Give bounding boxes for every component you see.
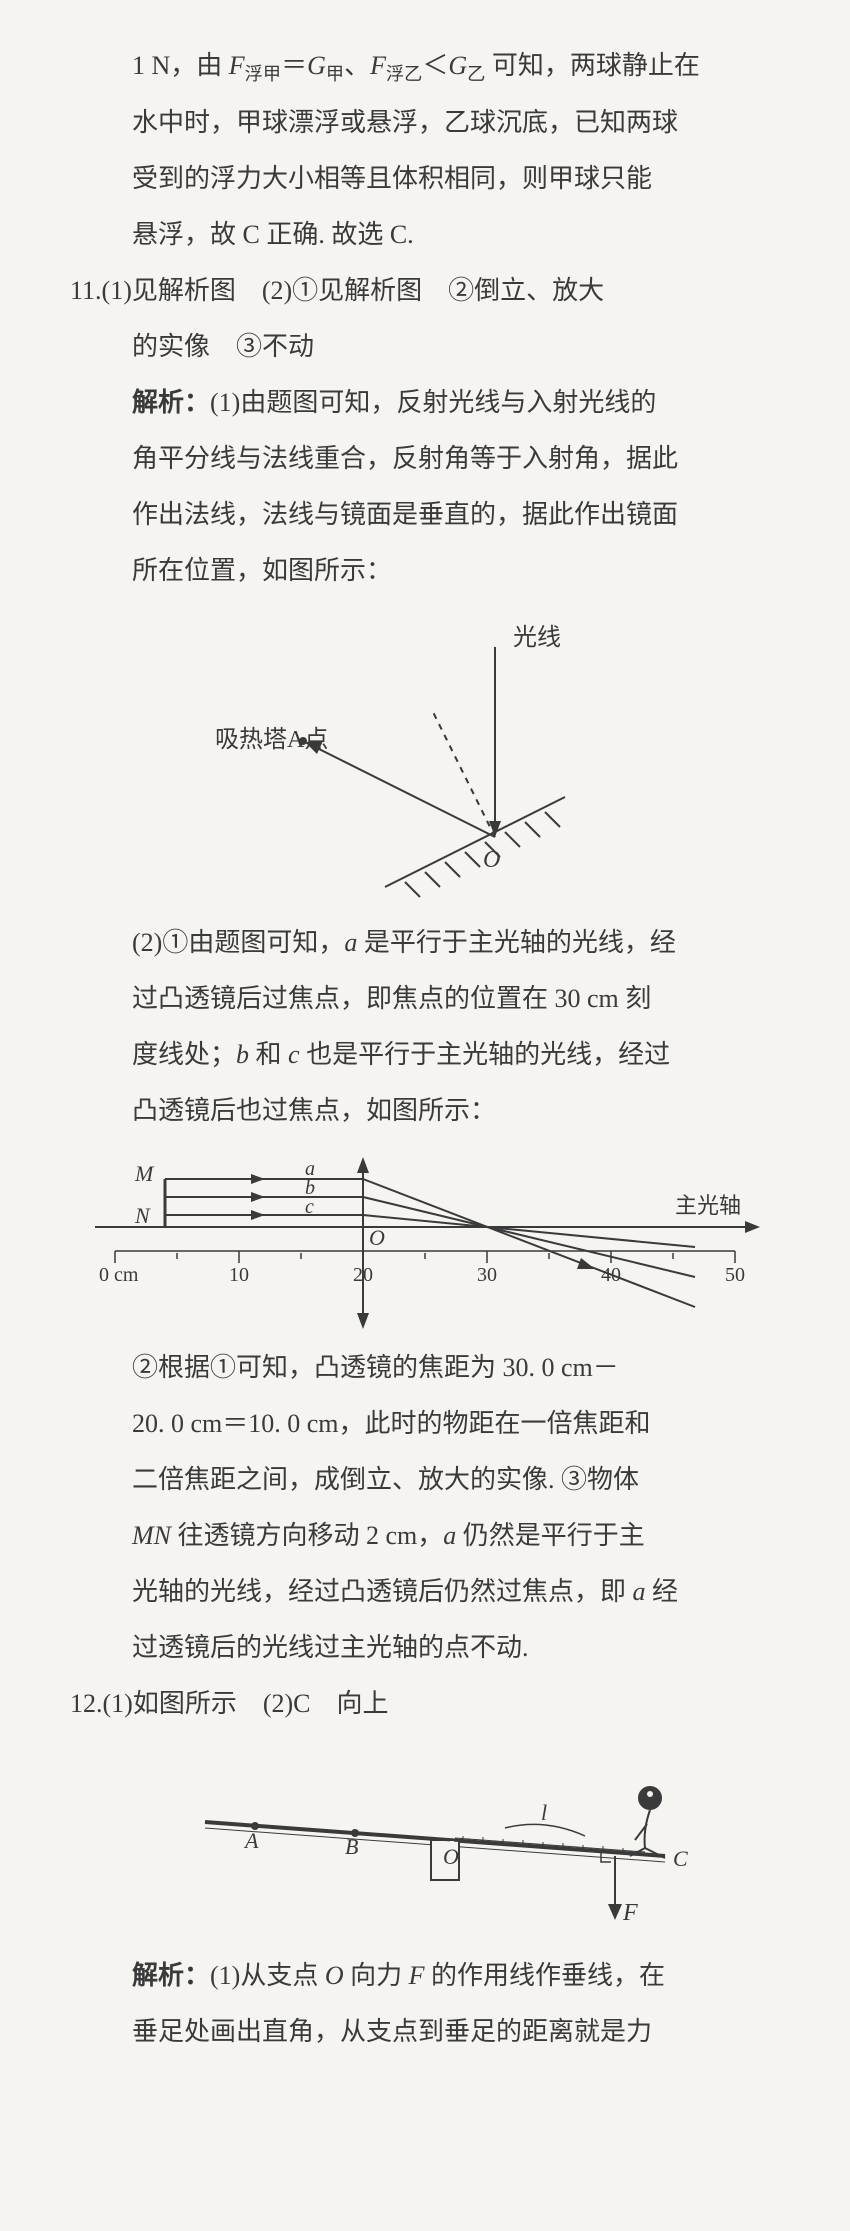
- label-light: 光线: [513, 624, 561, 651]
- label-O3: O: [443, 1844, 459, 1869]
- jiexi-label: 解析：: [132, 388, 210, 417]
- text: 1 N，由 F浮甲＝G甲、F浮乙＜G乙 可知，两球静止在: [132, 51, 700, 80]
- tick-20: 20: [353, 1264, 373, 1286]
- q11-answer-line1: 11.(1)见解析图 (2)①见解析图 ②倒立、放大: [70, 265, 780, 317]
- q11-p3-l5: 光轴的光线，经过凸透镜后仍然过焦点，即 a 经: [70, 1566, 780, 1618]
- label-B: B: [345, 1834, 358, 1859]
- label-N: N: [134, 1203, 151, 1228]
- q10-line3: 受到的浮力大小相等且体积相同，则甲球只能: [70, 153, 780, 205]
- label-c: c: [305, 1196, 314, 1218]
- tick-40: 40: [601, 1264, 621, 1286]
- q11-p3-l3: 二倍焦距之间，成倒立、放大的实像. ③物体: [70, 1454, 780, 1506]
- q12-p1-l1: 解析：(1)从支点 O 向力 F 的作用线作垂线，在: [70, 1950, 780, 2002]
- tick-50: 50: [725, 1264, 745, 1286]
- q11-p3-l2: 20. 0 cm＝10. 0 cm，此时的物距在一倍焦距和: [70, 1398, 780, 1450]
- q11-p1-l2: 角平分线与法线重合，反射角等于入射角，据此: [70, 433, 780, 485]
- q12-answer: 12.(1)如图所示 (2)C 向上: [70, 1678, 780, 1730]
- q11-p1-l3: 作出法线，法线与镜面是垂直的，据此作出镜面: [70, 489, 780, 541]
- q11-p1-l1: 解析：(1)由题图可知，反射光线与入射光线的: [70, 377, 780, 429]
- tick-10: 10: [229, 1264, 249, 1286]
- label-C: C: [673, 1846, 688, 1871]
- q11-p3-l1: ②根据①可知，凸透镜的焦距为 30. 0 cm－: [70, 1342, 780, 1394]
- q12-number: 12.: [70, 1689, 103, 1718]
- label-A: A: [243, 1828, 259, 1853]
- q11-p2-l3: 度线处；b 和 c 也是平行于主光轴的光线，经过: [70, 1029, 780, 1081]
- q10-line4: 悬浮，故 C 正确. 故选 C.: [70, 209, 780, 261]
- q11-answer-line2: 的实像 ③不动: [70, 321, 780, 373]
- q11-diagram-lens: M N a b c O 主光轴 0 cm 10 20 30 40 50: [75, 1147, 775, 1332]
- q11-p3-l4: MN 往透镜方向移动 2 cm，a 仍然是平行于主: [70, 1510, 780, 1562]
- q10-line2: 水中时，甲球漂浮或悬浮，乙球沉底，已知两球: [70, 97, 780, 149]
- q12-diagram-lever: A B O C F l: [145, 1740, 705, 1940]
- tick-0: 0 cm: [99, 1264, 139, 1286]
- label-tower: 吸热塔A点: [215, 726, 328, 753]
- label-l: l: [541, 1800, 547, 1825]
- label-M: M: [134, 1161, 155, 1186]
- label-O: O: [483, 847, 500, 873]
- q12-p1-l2: 垂足处画出直角，从支点到垂足的距离就是力: [70, 2006, 780, 2058]
- q11-diagram-mirror: 光线 吸热塔A点 O: [195, 607, 655, 907]
- label-O2: O: [369, 1225, 385, 1250]
- jiexi-label-2: 解析：: [132, 1961, 210, 1990]
- label-F: F: [622, 1900, 638, 1926]
- q11-p2-l4: 凸透镜后也过焦点，如图所示：: [70, 1085, 780, 1137]
- label-axis: 主光轴: [675, 1193, 741, 1218]
- q11-p3-l6: 过透镜后的光线过主光轴的点不动.: [70, 1622, 780, 1674]
- q11-number: 11.: [70, 276, 102, 305]
- q11-p1-l4: 所在位置，如图所示：: [70, 545, 780, 597]
- tick-30: 30: [477, 1264, 497, 1286]
- q11-p2-l2: 过凸透镜后过焦点，即焦点的位置在 30 cm 刻: [70, 973, 780, 1025]
- q10-line1: 1 N，由 F浮甲＝G甲、F浮乙＜G乙 可知，两球静止在: [70, 40, 780, 93]
- q11-p2-l1: (2)①由题图可知，a 是平行于主光轴的光线，经: [70, 917, 780, 969]
